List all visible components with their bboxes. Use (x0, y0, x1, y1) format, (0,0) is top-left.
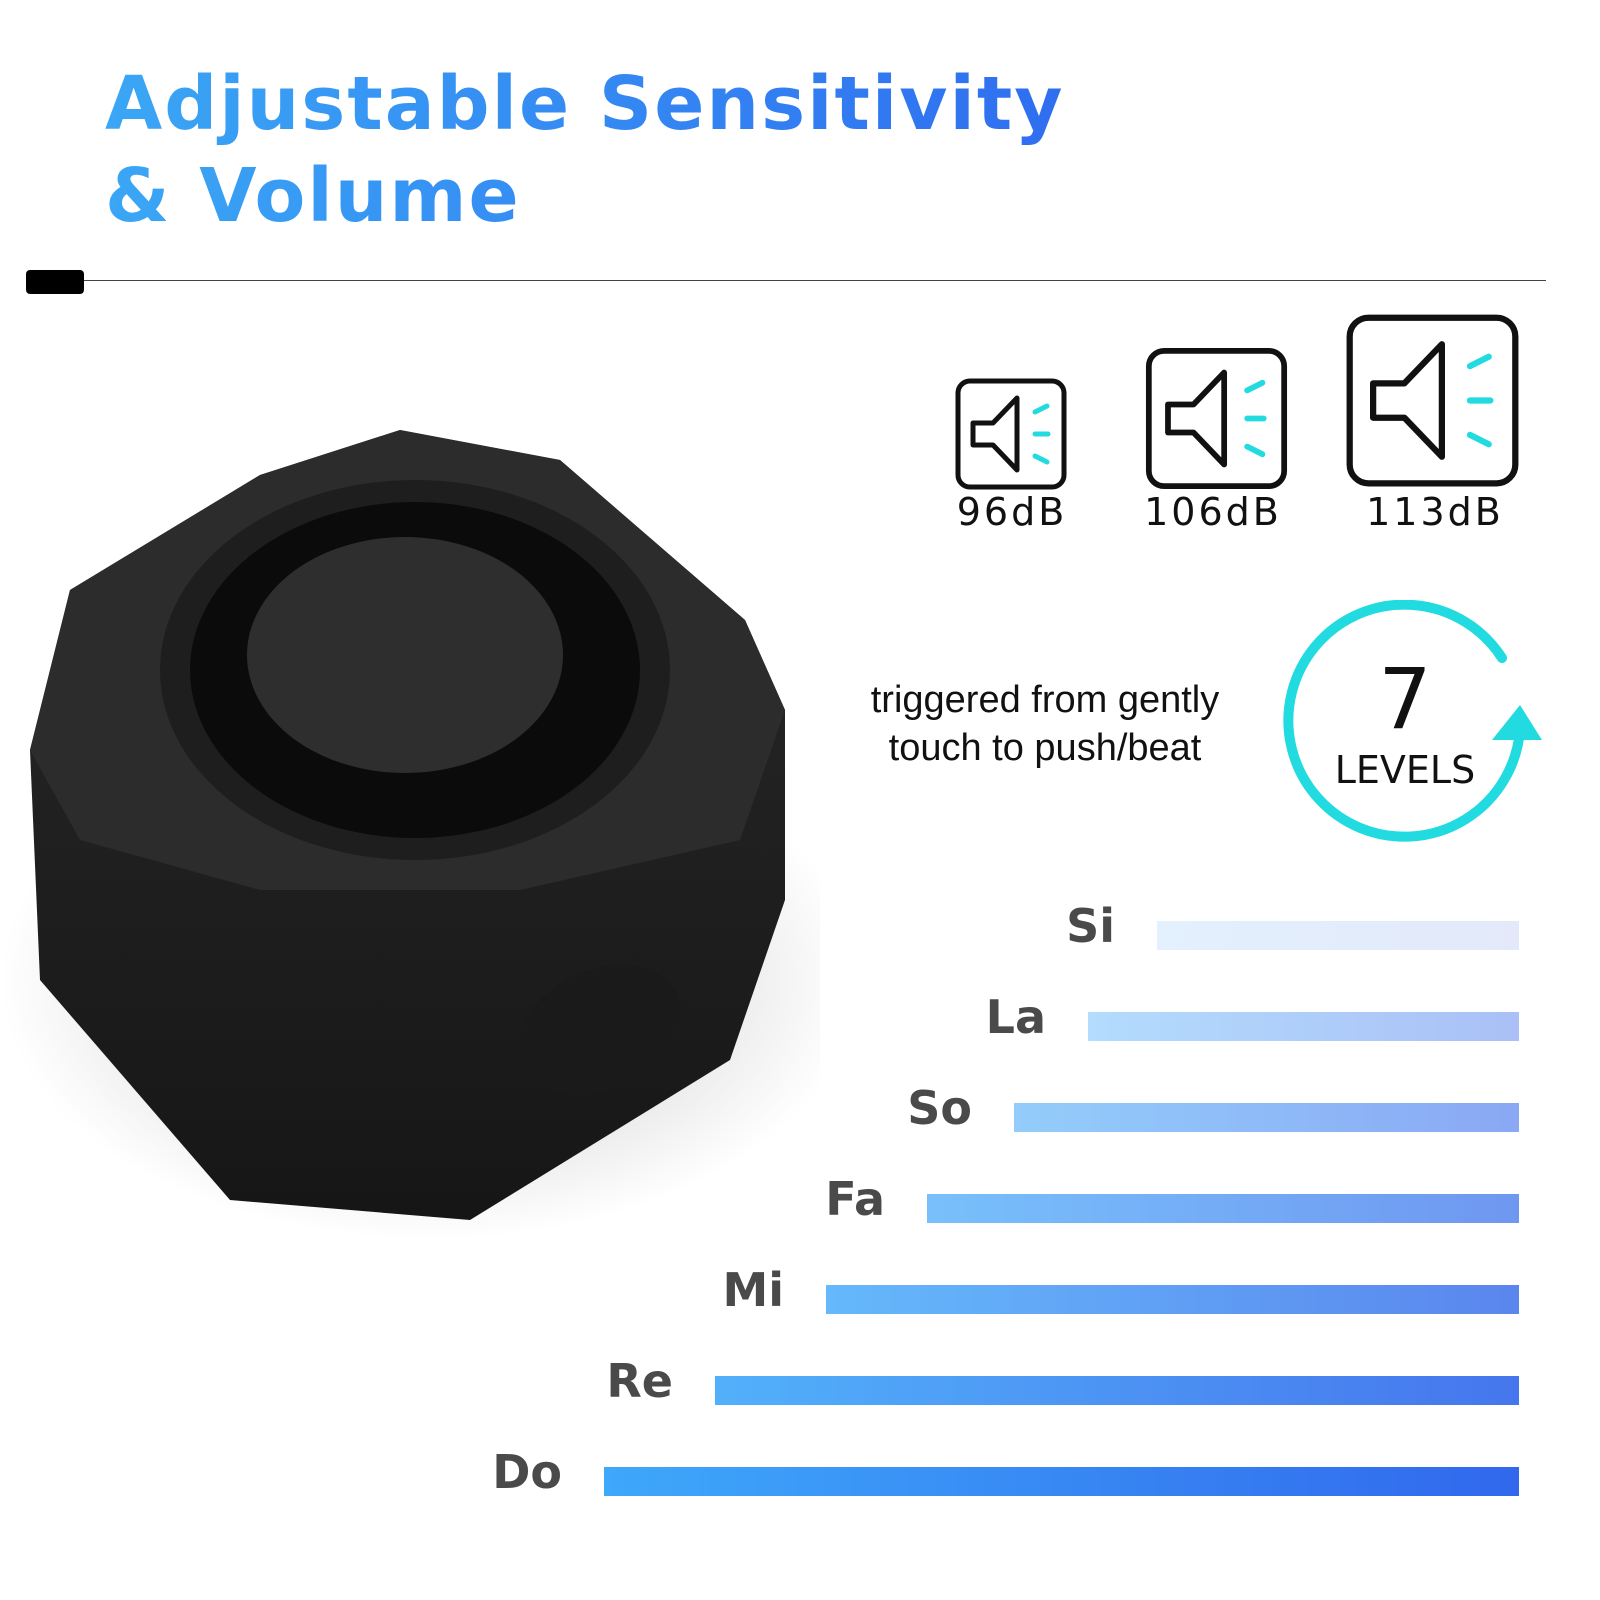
levels-number: 7 (1378, 650, 1432, 748)
note-bar-la (1088, 1012, 1519, 1041)
page-title: Adjustable Sensitivity & Volume (105, 58, 1064, 242)
levels-label: LEVELS (1334, 748, 1476, 792)
speaker-icon (955, 378, 1067, 490)
note-bar-do (604, 1467, 1519, 1496)
note-label-la: La (985, 990, 1046, 1044)
note-label-si: Si (1066, 899, 1115, 953)
description-line-2: touch to push/beat (888, 727, 1202, 769)
note-label-fa: Fa (825, 1172, 885, 1226)
speaker-icon (1145, 347, 1288, 490)
title-line-2: & Volume (105, 153, 521, 239)
title-line-1: Adjustable Sensitivity (105, 61, 1065, 147)
note-label-so: So (907, 1081, 972, 1135)
note-bar-re (715, 1376, 1519, 1405)
note-bar-fa (927, 1194, 1519, 1223)
note-label-do: Do (492, 1445, 562, 1499)
volume-level-3 (1345, 313, 1520, 493)
description-line-1: triggered from gently (870, 679, 1220, 721)
note-label-re: Re (606, 1354, 673, 1408)
volume-level-2 (1145, 347, 1288, 495)
sensitivity-description: triggered from gently touch to push/beat (820, 676, 1270, 772)
note-bar-so (1014, 1103, 1519, 1132)
volume-label-96db: 96dB (956, 490, 1068, 534)
note-bar-mi (826, 1285, 1519, 1314)
volume-level-1 (955, 378, 1067, 495)
note-label-mi: Mi (722, 1263, 784, 1317)
siren-alarm-product-image (0, 430, 820, 1240)
note-bar-si (1157, 921, 1519, 950)
cycle-arrow-icon (1283, 600, 1542, 842)
speaker-icon (1346, 314, 1519, 487)
volume-label-106db: 106dB (1144, 490, 1282, 534)
divider (26, 280, 1546, 281)
divider-marker (26, 270, 84, 294)
volume-label-113db: 113dB (1366, 490, 1504, 534)
